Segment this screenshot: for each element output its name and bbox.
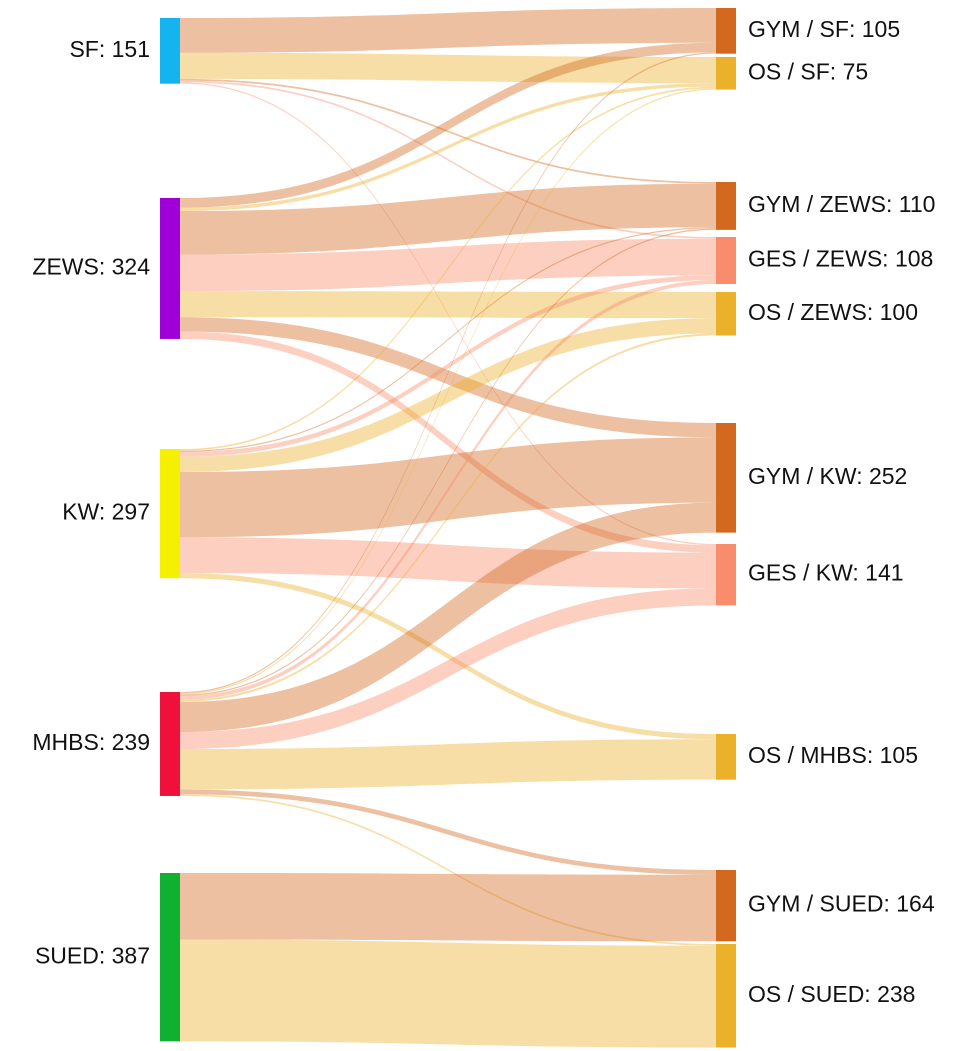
link	[180, 739, 716, 790]
node	[160, 198, 180, 339]
node-label: OS / ZEWS: 100	[748, 299, 918, 325]
node-label: OS / SUED: 238	[748, 981, 915, 1007]
link	[180, 588, 716, 749]
link	[180, 52, 716, 84]
link	[180, 318, 716, 473]
link	[180, 80, 716, 239]
node-label: OS / SF: 75	[748, 58, 868, 84]
node-label: GYM / SF: 105	[748, 16, 900, 42]
node	[716, 944, 736, 1048]
link	[180, 572, 716, 740]
node	[716, 182, 736, 230]
link	[180, 939, 716, 1048]
link	[180, 333, 716, 703]
node	[160, 18, 180, 84]
node	[160, 873, 180, 1042]
node-label: SUED: 387	[35, 942, 150, 968]
link	[180, 317, 716, 438]
link	[180, 280, 716, 700]
node-label: KW: 297	[62, 499, 150, 525]
nodes: SF: 151 ZEWS: 324 KW: 297 MHBS: 239 SUED: 38…	[32, 8, 935, 1048]
node-label: ZEWS: 324	[32, 254, 150, 280]
node-label: OS / MHBS: 105	[748, 742, 918, 768]
link	[180, 82, 716, 546]
link	[180, 227, 716, 453]
link	[180, 291, 716, 319]
link	[180, 238, 716, 292]
link	[180, 183, 716, 255]
link	[180, 78, 716, 184]
link	[180, 537, 716, 589]
link	[180, 331, 716, 553]
node	[716, 544, 736, 606]
node	[716, 8, 736, 54]
links	[180, 8, 716, 1048]
link	[180, 42, 716, 208]
node	[716, 237, 736, 284]
node	[716, 292, 736, 336]
node-label: GYM / SUED: 164	[748, 891, 935, 917]
node	[716, 423, 736, 533]
link	[180, 8, 716, 53]
node	[716, 734, 736, 780]
link	[180, 228, 716, 696]
node-label: GES / KW: 141	[748, 560, 904, 586]
link	[180, 794, 716, 946]
link	[180, 88, 716, 695]
node	[716, 57, 736, 90]
node	[160, 449, 180, 579]
node	[160, 692, 180, 796]
node-label: GES / ZEWS: 108	[748, 246, 933, 272]
link	[180, 86, 716, 451]
link	[180, 437, 716, 538]
link	[180, 873, 716, 942]
link	[180, 502, 716, 733]
link	[180, 275, 716, 457]
node-label: GYM / ZEWS: 110	[748, 191, 935, 217]
node	[716, 870, 736, 942]
link	[180, 52, 716, 694]
link	[180, 83, 716, 212]
node-label: MHBS: 239	[32, 729, 150, 755]
node-label: SF: 151	[69, 36, 150, 62]
link	[180, 789, 716, 875]
node-label: GYM / KW: 252	[748, 463, 907, 489]
